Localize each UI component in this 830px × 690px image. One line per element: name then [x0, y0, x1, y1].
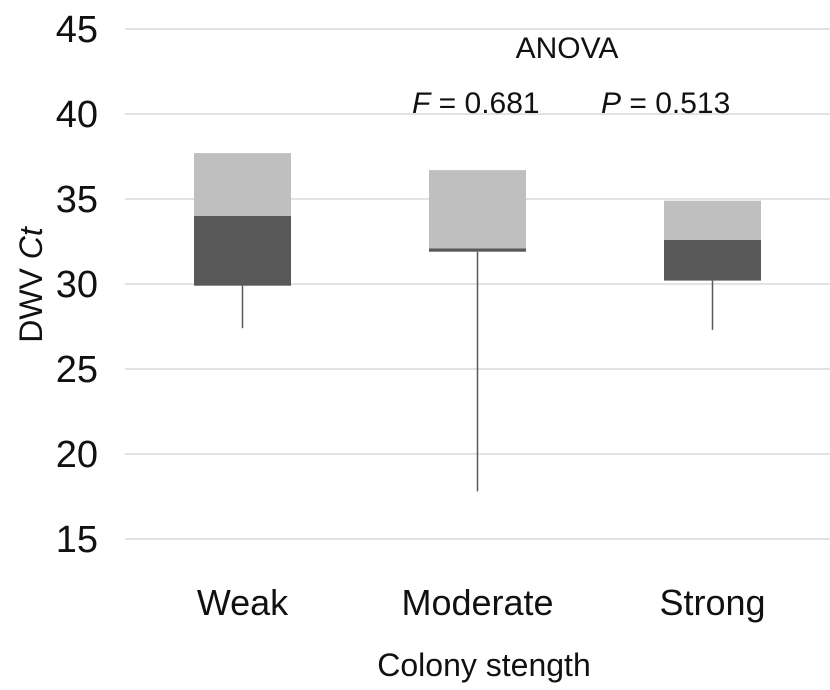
box-lower-moderate	[429, 248, 526, 252]
box-lower-strong	[664, 239, 761, 281]
x-axis-categories: Weak Moderate Strong	[197, 582, 766, 623]
y-axis-title-italic: Ct	[13, 226, 49, 259]
box-lower-weak	[194, 216, 291, 286]
p-value: = 0.513	[621, 87, 730, 120]
x-tick-label-moderate: Moderate	[401, 582, 553, 623]
f-value: = 0.681	[430, 87, 539, 120]
y-tick-label-25: 25	[56, 349, 98, 391]
f-statistic: F = 0.681	[412, 87, 540, 120]
boxes	[194, 153, 761, 492]
box-upper-strong	[664, 200, 761, 240]
y-tick-label-40: 40	[56, 94, 98, 136]
y-axis-title-main: DWV	[13, 259, 49, 343]
x-tick-label-strong: Strong	[659, 582, 765, 623]
f-symbol: F	[412, 87, 432, 120]
box-upper-weak	[194, 153, 291, 216]
y-axis-ticks: 15 20 25 30 35 40 45	[56, 9, 98, 561]
y-axis-title: DWV Ct	[13, 226, 49, 343]
box-upper-moderate	[429, 170, 526, 249]
y-tick-label-20: 20	[56, 434, 98, 476]
y-tick-label-30: 30	[56, 264, 98, 306]
x-axis-title: Colony stength	[377, 647, 590, 683]
anova-title: ANOVA	[516, 32, 619, 65]
p-symbol: P	[601, 87, 621, 120]
y-tick-label-15: 15	[56, 519, 98, 561]
x-tick-label-weak: Weak	[197, 582, 289, 623]
y-tick-label-35: 35	[56, 179, 98, 221]
p-statistic: P = 0.513	[601, 87, 730, 120]
y-tick-label-45: 45	[56, 9, 98, 51]
